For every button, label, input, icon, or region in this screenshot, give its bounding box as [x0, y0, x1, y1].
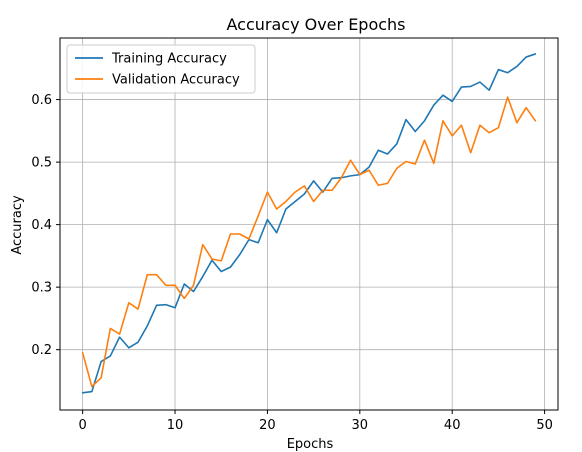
y-axis-label: Accuracy [10, 195, 25, 255]
y-tick-label: 0.3 [31, 281, 52, 296]
grid-lines [60, 38, 558, 410]
y-tick-label: 0.4 [31, 218, 52, 233]
series-lines [81, 53, 537, 394]
x-tick-label: 0 [78, 418, 86, 433]
x-tick-label: 10 [167, 418, 184, 433]
y-tick-label: 0.2 [31, 343, 52, 358]
legend: Training Accuracy Validation Accuracy [66, 44, 256, 94]
x-tick-label: 30 [352, 418, 369, 433]
legend-label-0: Training Accuracy [111, 52, 227, 67]
legend-box [66, 44, 256, 94]
x-tick-label: 50 [536, 418, 553, 433]
chart-title: Accuracy Over Epochs [226, 15, 405, 34]
y-tick-label: 0.5 [31, 156, 52, 171]
series-line-0 [81, 53, 537, 394]
x-axis-label: Epochs [287, 437, 334, 452]
x-tick-label: 40 [444, 418, 461, 433]
x-tick-label: 20 [259, 418, 276, 433]
series-line-1 [81, 96, 537, 388]
legend-label-1: Validation Accuracy [112, 73, 240, 88]
plot-frame [59, 37, 559, 411]
axis-ticks: 0 10 20 30 40 50 0.2 0.3 0.4 0.5 0.6 [31, 93, 553, 433]
y-tick-label: 0.6 [31, 93, 52, 108]
